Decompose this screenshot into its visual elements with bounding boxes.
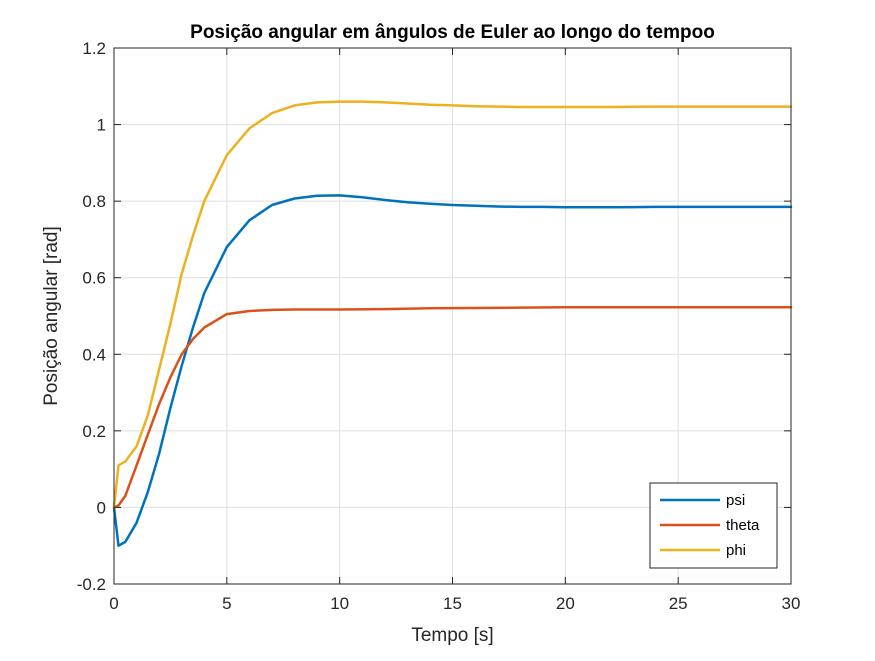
axis-ticks: 0 5 10 15 20 25 30-0.200.20.40.60.811.2 — [77, 39, 801, 613]
legend-label-psi: psi — [726, 492, 745, 509]
x-tick-label: 15 — [443, 594, 462, 613]
x-tick-label: 25 — [669, 594, 688, 613]
series-line-psi — [112, 194, 793, 547]
legend-label-phi: phi — [726, 542, 746, 559]
legend: psi theta phi — [649, 482, 778, 569]
y-tick-label: 1.2 — [82, 39, 106, 58]
y-tick-label: -0.2 — [77, 575, 106, 594]
y-tick-label: 0.8 — [82, 192, 106, 211]
x-tick-label: 0 — [109, 594, 118, 613]
x-tick-label: 20 — [556, 594, 575, 613]
series-lines — [112, 100, 793, 547]
legend-label-theta: theta — [726, 517, 760, 534]
y-axis-label: Posição angular [rad] — [41, 226, 62, 406]
y-tick-label: 0.6 — [82, 269, 106, 288]
x-axis-label: Tempo [s] — [411, 625, 493, 646]
y-tick-label: 0.2 — [82, 422, 106, 441]
x-tick-label: 10 — [330, 594, 349, 613]
series-line-phi — [112, 100, 793, 509]
chart-title: Posição angular em ângulos de Euler ao l… — [190, 22, 715, 43]
y-tick-label: 1 — [97, 116, 106, 135]
x-tick-label: 30 — [782, 594, 801, 613]
x-tick-label: 5 — [222, 594, 231, 613]
y-tick-label: 0.4 — [82, 345, 106, 364]
series-line-theta — [112, 305, 793, 509]
y-tick-label: 0 — [97, 498, 106, 517]
